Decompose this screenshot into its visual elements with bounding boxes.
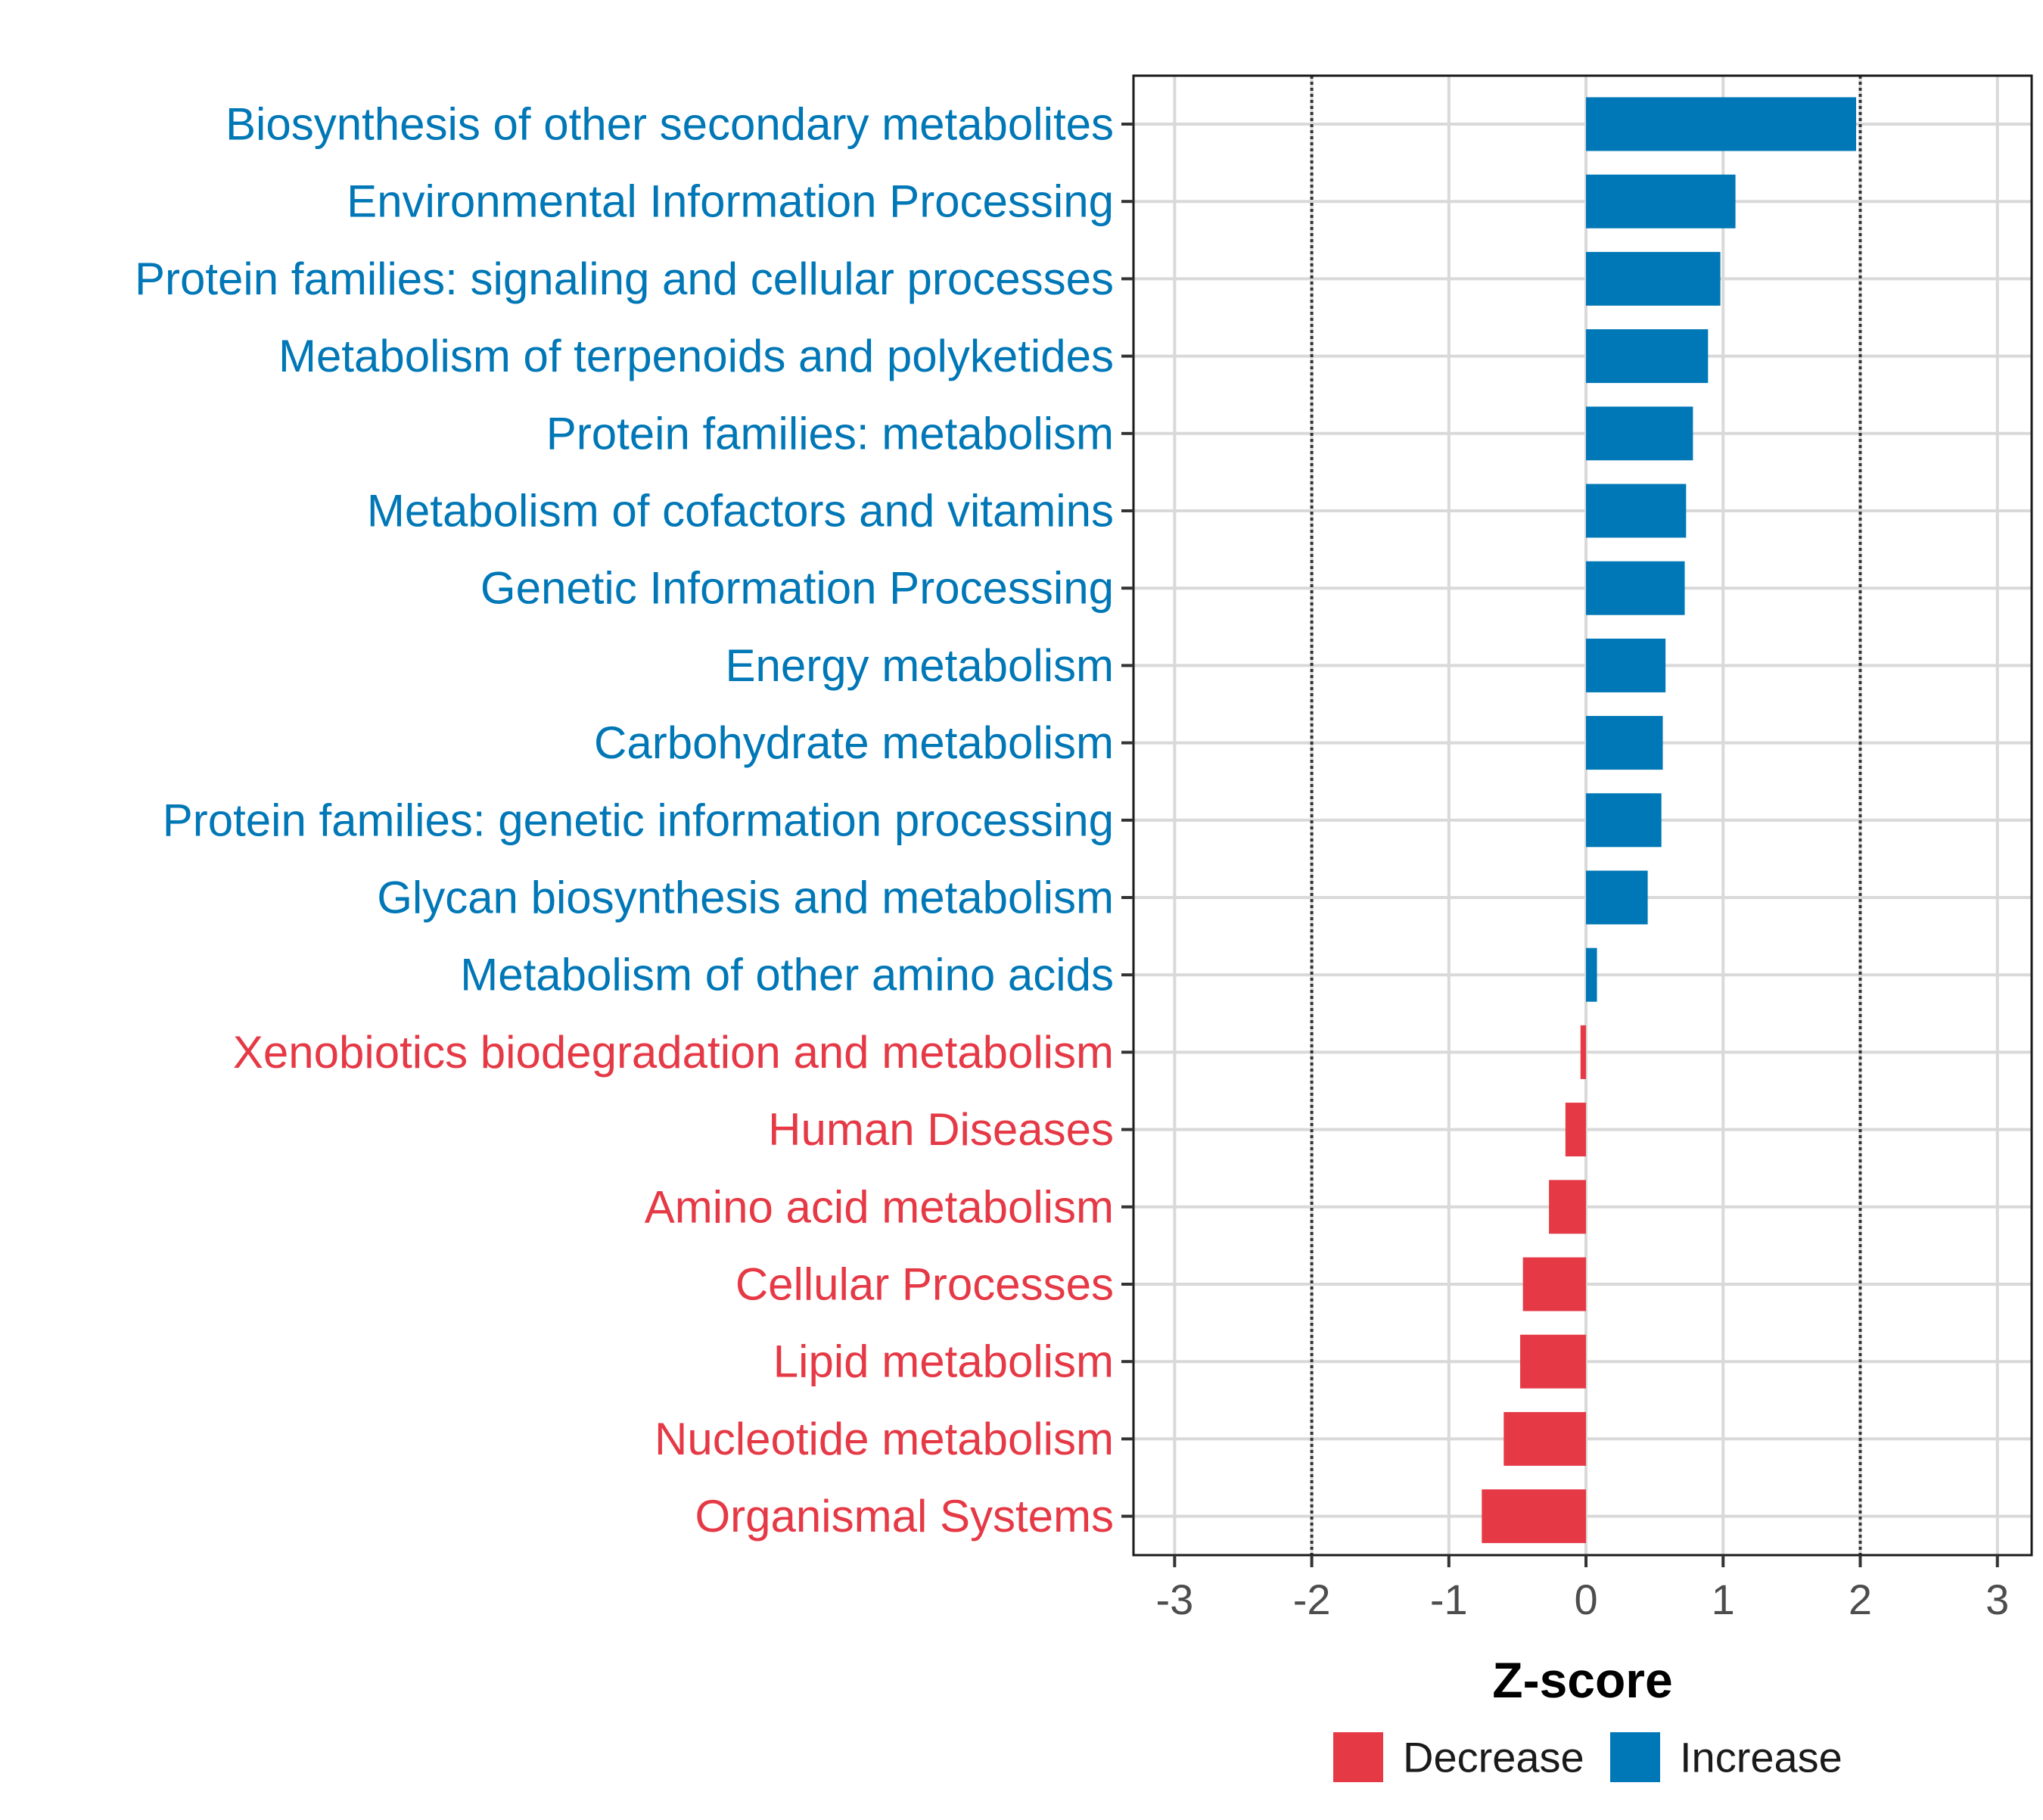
bar bbox=[1586, 716, 1663, 770]
bar bbox=[1586, 638, 1666, 692]
category-label: Protein families: metabolism bbox=[546, 408, 1114, 459]
legend: Decrease Increase bbox=[1333, 1732, 1842, 1782]
bar bbox=[1586, 97, 1857, 151]
bar bbox=[1586, 174, 1736, 229]
category-label: Amino acid metabolism bbox=[645, 1181, 1114, 1232]
bar bbox=[1586, 251, 1721, 306]
bar bbox=[1549, 1180, 1587, 1234]
category-label: Metabolism of other amino acids bbox=[460, 950, 1114, 1000]
bar bbox=[1586, 561, 1685, 615]
x-tick-label: 2 bbox=[1849, 1576, 1872, 1623]
bar bbox=[1522, 1257, 1587, 1311]
bar bbox=[1586, 329, 1709, 384]
legend-swatch bbox=[1610, 1732, 1660, 1782]
reference-lines bbox=[1310, 76, 1862, 1555]
bar bbox=[1586, 484, 1687, 538]
category-label: Metabolism of cofactors and vitamins bbox=[367, 486, 1114, 537]
category-label: Glycan biosynthesis and metabolism bbox=[377, 873, 1114, 923]
category-label: Protein families: genetic information pr… bbox=[163, 795, 1114, 845]
bar bbox=[1482, 1489, 1587, 1544]
x-tick-label: -1 bbox=[1430, 1576, 1468, 1623]
category-label: Metabolism of terpenoids and polyketides bbox=[278, 331, 1114, 381]
bar bbox=[1586, 870, 1648, 925]
x-tick-label: -2 bbox=[1293, 1576, 1331, 1623]
category-label: Nucleotide metabolism bbox=[655, 1414, 1114, 1464]
x-tick-label: -3 bbox=[1155, 1576, 1193, 1623]
plot-panel-border bbox=[1132, 74, 2033, 1557]
category-label: Xenobiotics biodegradation and metabolis… bbox=[233, 1027, 1114, 1078]
bar bbox=[1586, 406, 1693, 461]
category-label: Genetic Information Processing bbox=[480, 563, 1114, 614]
bar bbox=[1520, 1334, 1587, 1389]
bar bbox=[1580, 1025, 1587, 1079]
bar bbox=[1586, 793, 1662, 848]
category-label: Carbohydrate metabolism bbox=[594, 717, 1114, 768]
category-label: Environmental Information Processing bbox=[347, 176, 1114, 227]
x-axis-title: Z-score bbox=[1492, 1652, 1672, 1708]
legend-label: Decrease bbox=[1403, 1734, 1584, 1781]
bar bbox=[1565, 1103, 1587, 1157]
category-label: Cellular Processes bbox=[735, 1259, 1114, 1310]
category-label: Organismal Systems bbox=[695, 1491, 1114, 1542]
category-label: Energy metabolism bbox=[725, 640, 1114, 691]
category-label: Human Diseases bbox=[768, 1104, 1114, 1155]
x-tick-label: 0 bbox=[1574, 1576, 1597, 1623]
x-tick-label: 1 bbox=[1712, 1576, 1735, 1623]
bar bbox=[1503, 1411, 1587, 1466]
bars bbox=[1482, 97, 1857, 1544]
legend-label: Increase bbox=[1680, 1734, 1842, 1781]
category-labels: Biosynthesis of other secondary metaboli… bbox=[135, 99, 1133, 1542]
bar bbox=[1586, 947, 1597, 1002]
category-label: Lipid metabolism bbox=[773, 1336, 1114, 1387]
category-label: Protein families: signaling and cellular… bbox=[135, 254, 1114, 304]
legend-swatch bbox=[1333, 1732, 1383, 1782]
x-tick-label: 3 bbox=[1985, 1576, 2009, 1623]
category-label: Biosynthesis of other secondary metaboli… bbox=[225, 99, 1114, 150]
x-axis-ticks: -3 -2 -1 0 1 2 3 bbox=[1155, 1555, 2009, 1623]
